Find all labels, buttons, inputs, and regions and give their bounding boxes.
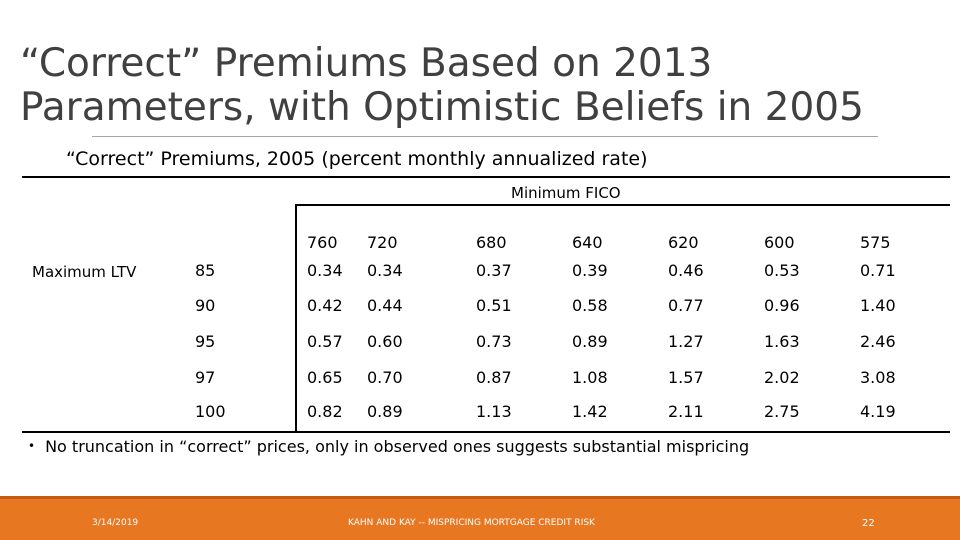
premium-cell: 0.51	[476, 296, 512, 315]
footer-bar	[0, 496, 960, 540]
premium-cell: 0.96	[764, 296, 800, 315]
premium-cell: 0.34	[307, 261, 343, 280]
premium-cell: 0.73	[476, 332, 512, 351]
row-group-label: Maximum LTV	[32, 263, 137, 281]
table-top-rule	[22, 176, 950, 178]
premium-cell: 0.87	[476, 368, 512, 387]
table-caption: “Correct” Premiums, 2005 (percent monthl…	[66, 148, 648, 170]
bullet-item: • No truncation in “correct” prices, only…	[28, 437, 749, 456]
column-header-fico: 640	[572, 233, 603, 252]
premium-cell: 1.63	[764, 332, 800, 351]
premium-cell: 1.42	[572, 402, 608, 421]
premium-cell: 0.82	[307, 402, 343, 421]
bullet-text: No truncation in “correct” prices, only …	[45, 437, 750, 456]
premium-cell: 0.42	[307, 296, 343, 315]
column-header-fico: 720	[367, 233, 398, 252]
premium-cell: 0.58	[572, 296, 608, 315]
premium-cell: 2.02	[764, 368, 800, 387]
title-divider	[92, 136, 878, 137]
premium-cell: 2.75	[764, 402, 800, 421]
slide-title: “Correct” Premiums Based on 2013 Paramet…	[20, 42, 950, 130]
premium-cell: 0.65	[307, 368, 343, 387]
premium-cell: 0.53	[764, 261, 800, 280]
column-header-fico: 680	[476, 233, 507, 252]
premium-cell: 3.08	[860, 368, 896, 387]
premium-cell: 1.40	[860, 296, 896, 315]
slide-title-line1: “Correct” Premiums Based on 2013	[20, 41, 713, 86]
slide-title-line2: Parameters, with Optimistic Beliefs in 2…	[20, 85, 864, 130]
premium-cell: 0.37	[476, 261, 512, 280]
row-header-ltv: 90	[195, 296, 216, 315]
column-header-fico: 760	[307, 233, 338, 252]
footer-title: KAHN AND KAY -- MISPRICING MORTGAGE CRED…	[348, 518, 595, 528]
footer-date: 3/14/2019	[92, 518, 139, 528]
column-header-fico: 575	[860, 233, 891, 252]
premium-cell: 0.39	[572, 261, 608, 280]
premium-cell: 4.19	[860, 402, 896, 421]
premium-cell: 1.27	[668, 332, 704, 351]
footer-accent	[0, 496, 960, 499]
column-group-label: Minimum FICO	[511, 184, 621, 202]
premium-cell: 0.71	[860, 261, 896, 280]
premium-cell: 0.70	[367, 368, 403, 387]
row-header-ltv: 95	[195, 332, 216, 351]
premium-cell: 0.60	[367, 332, 403, 351]
row-header-ltv: 97	[195, 368, 216, 387]
premium-cell: 2.46	[860, 332, 896, 351]
table-vertical-rule	[295, 204, 297, 432]
premium-cell: 0.57	[307, 332, 343, 351]
premium-cell: 0.34	[367, 261, 403, 280]
row-header-ltv: 85	[195, 261, 216, 280]
bullet-dot-icon: •	[28, 439, 36, 453]
row-header-ltv: 100	[195, 402, 226, 421]
premium-cell: 2.11	[668, 402, 704, 421]
page-number: 22	[862, 518, 875, 529]
column-header-fico: 600	[764, 233, 795, 252]
premium-cell: 0.46	[668, 261, 704, 280]
column-group-rule	[296, 204, 950, 206]
premium-cell: 0.89	[572, 332, 608, 351]
premium-cell: 0.89	[367, 402, 403, 421]
premium-cell: 1.08	[572, 368, 608, 387]
premium-cell: 1.13	[476, 402, 512, 421]
premium-cell: 1.57	[668, 368, 704, 387]
table-bottom-rule	[22, 431, 950, 433]
premium-cell: 0.44	[367, 296, 403, 315]
premium-cell: 0.77	[668, 296, 704, 315]
column-header-fico: 620	[668, 233, 699, 252]
